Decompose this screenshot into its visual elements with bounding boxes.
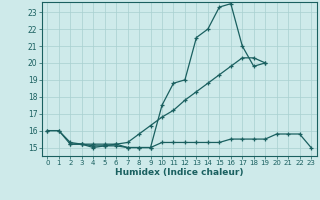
X-axis label: Humidex (Indice chaleur): Humidex (Indice chaleur) <box>115 168 244 177</box>
